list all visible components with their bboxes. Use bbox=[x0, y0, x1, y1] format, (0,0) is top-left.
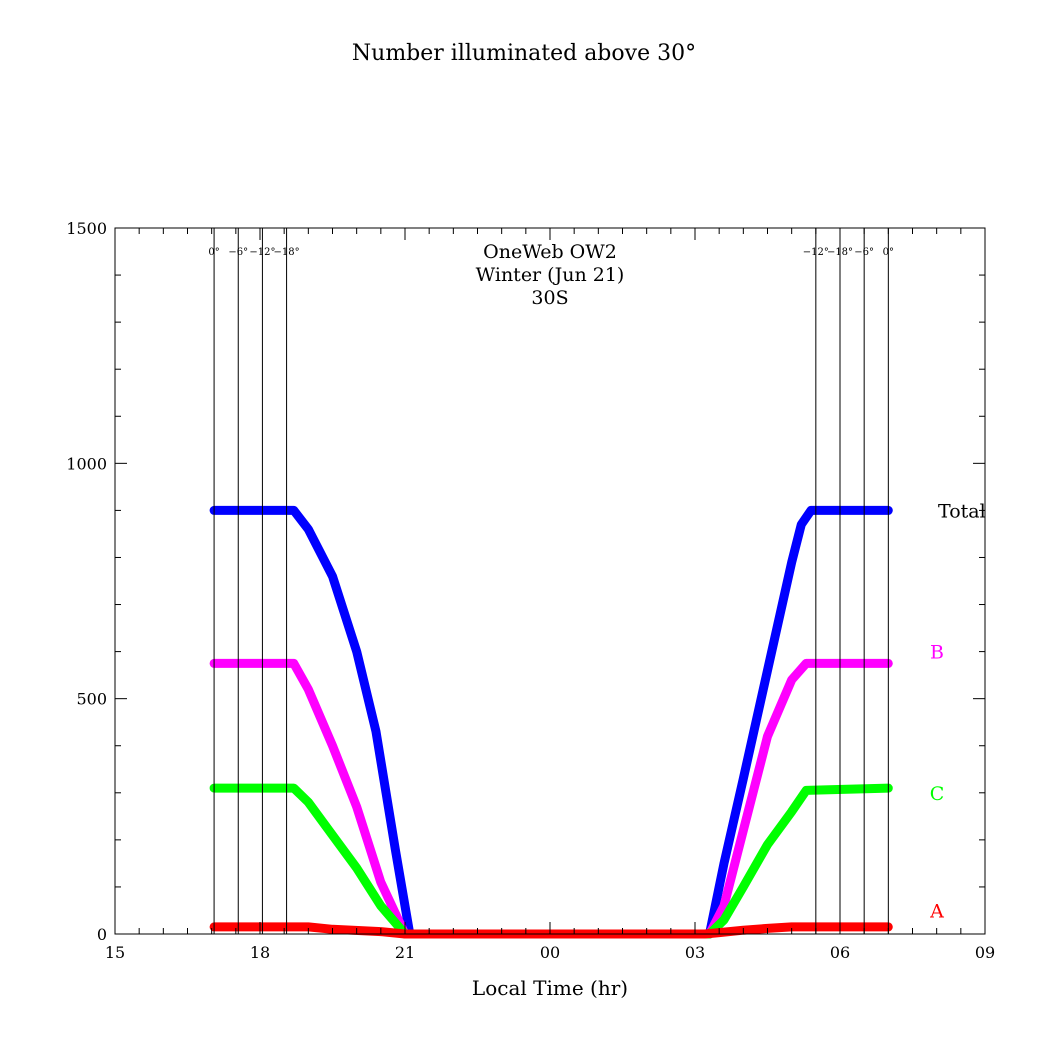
x-tick-label: 06 bbox=[830, 943, 850, 962]
axis-ticks: 15 18 21 00 03 06 09 0 500 1000 1500 bbox=[66, 219, 995, 962]
annotation-latitude: 30S bbox=[531, 287, 568, 309]
series-label-b: B bbox=[930, 642, 944, 664]
twilight-label-4: −18° bbox=[827, 247, 853, 258]
x-tick-label: 00 bbox=[540, 943, 560, 962]
x-tick-label: 18 bbox=[250, 943, 270, 962]
plot-frame bbox=[114, 227, 986, 935]
series-layer bbox=[209, 505, 893, 939]
series-labels: Total B C A bbox=[929, 500, 986, 922]
y-tick-label: 1000 bbox=[66, 454, 107, 473]
series-line-c bbox=[209, 783, 893, 939]
twilight-label-3: −18° bbox=[274, 247, 300, 258]
twilight-label-7: 0° bbox=[883, 247, 894, 258]
twilight-label-2: −12° bbox=[249, 247, 275, 258]
series-label-a: A bbox=[929, 900, 944, 922]
twilight-label-6: −6° bbox=[854, 247, 874, 258]
series-label-c: C bbox=[930, 783, 945, 805]
twilight-markers: 0° −6° −12°−18° −18°−12° −6° 0° bbox=[208, 228, 894, 934]
x-axis-label: Local Time (hr) bbox=[472, 976, 628, 1000]
series-line-a bbox=[209, 922, 893, 939]
x-tick-label: 21 bbox=[395, 943, 415, 962]
annotation-season: Winter (Jun 21) bbox=[476, 264, 625, 286]
x-tick-label: 03 bbox=[685, 943, 705, 962]
series-line-total bbox=[209, 505, 893, 939]
x-tick-label: 09 bbox=[975, 943, 995, 962]
y-tick-label: 1500 bbox=[66, 219, 107, 238]
series-label-total: Total bbox=[938, 500, 986, 522]
x-tick-label: 15 bbox=[105, 943, 125, 962]
twilight-label-0: 0° bbox=[208, 247, 219, 258]
chart-title: Number illuminated above 30° bbox=[352, 41, 696, 66]
y-tick-label: 500 bbox=[76, 690, 107, 709]
annotation-network: OneWeb OW2 bbox=[483, 241, 617, 263]
twilight-label-1: −6° bbox=[228, 247, 248, 258]
y-tick-label: 0 bbox=[97, 925, 107, 944]
twilight-label-5: −12° bbox=[803, 247, 829, 258]
series-line-b bbox=[209, 658, 893, 939]
